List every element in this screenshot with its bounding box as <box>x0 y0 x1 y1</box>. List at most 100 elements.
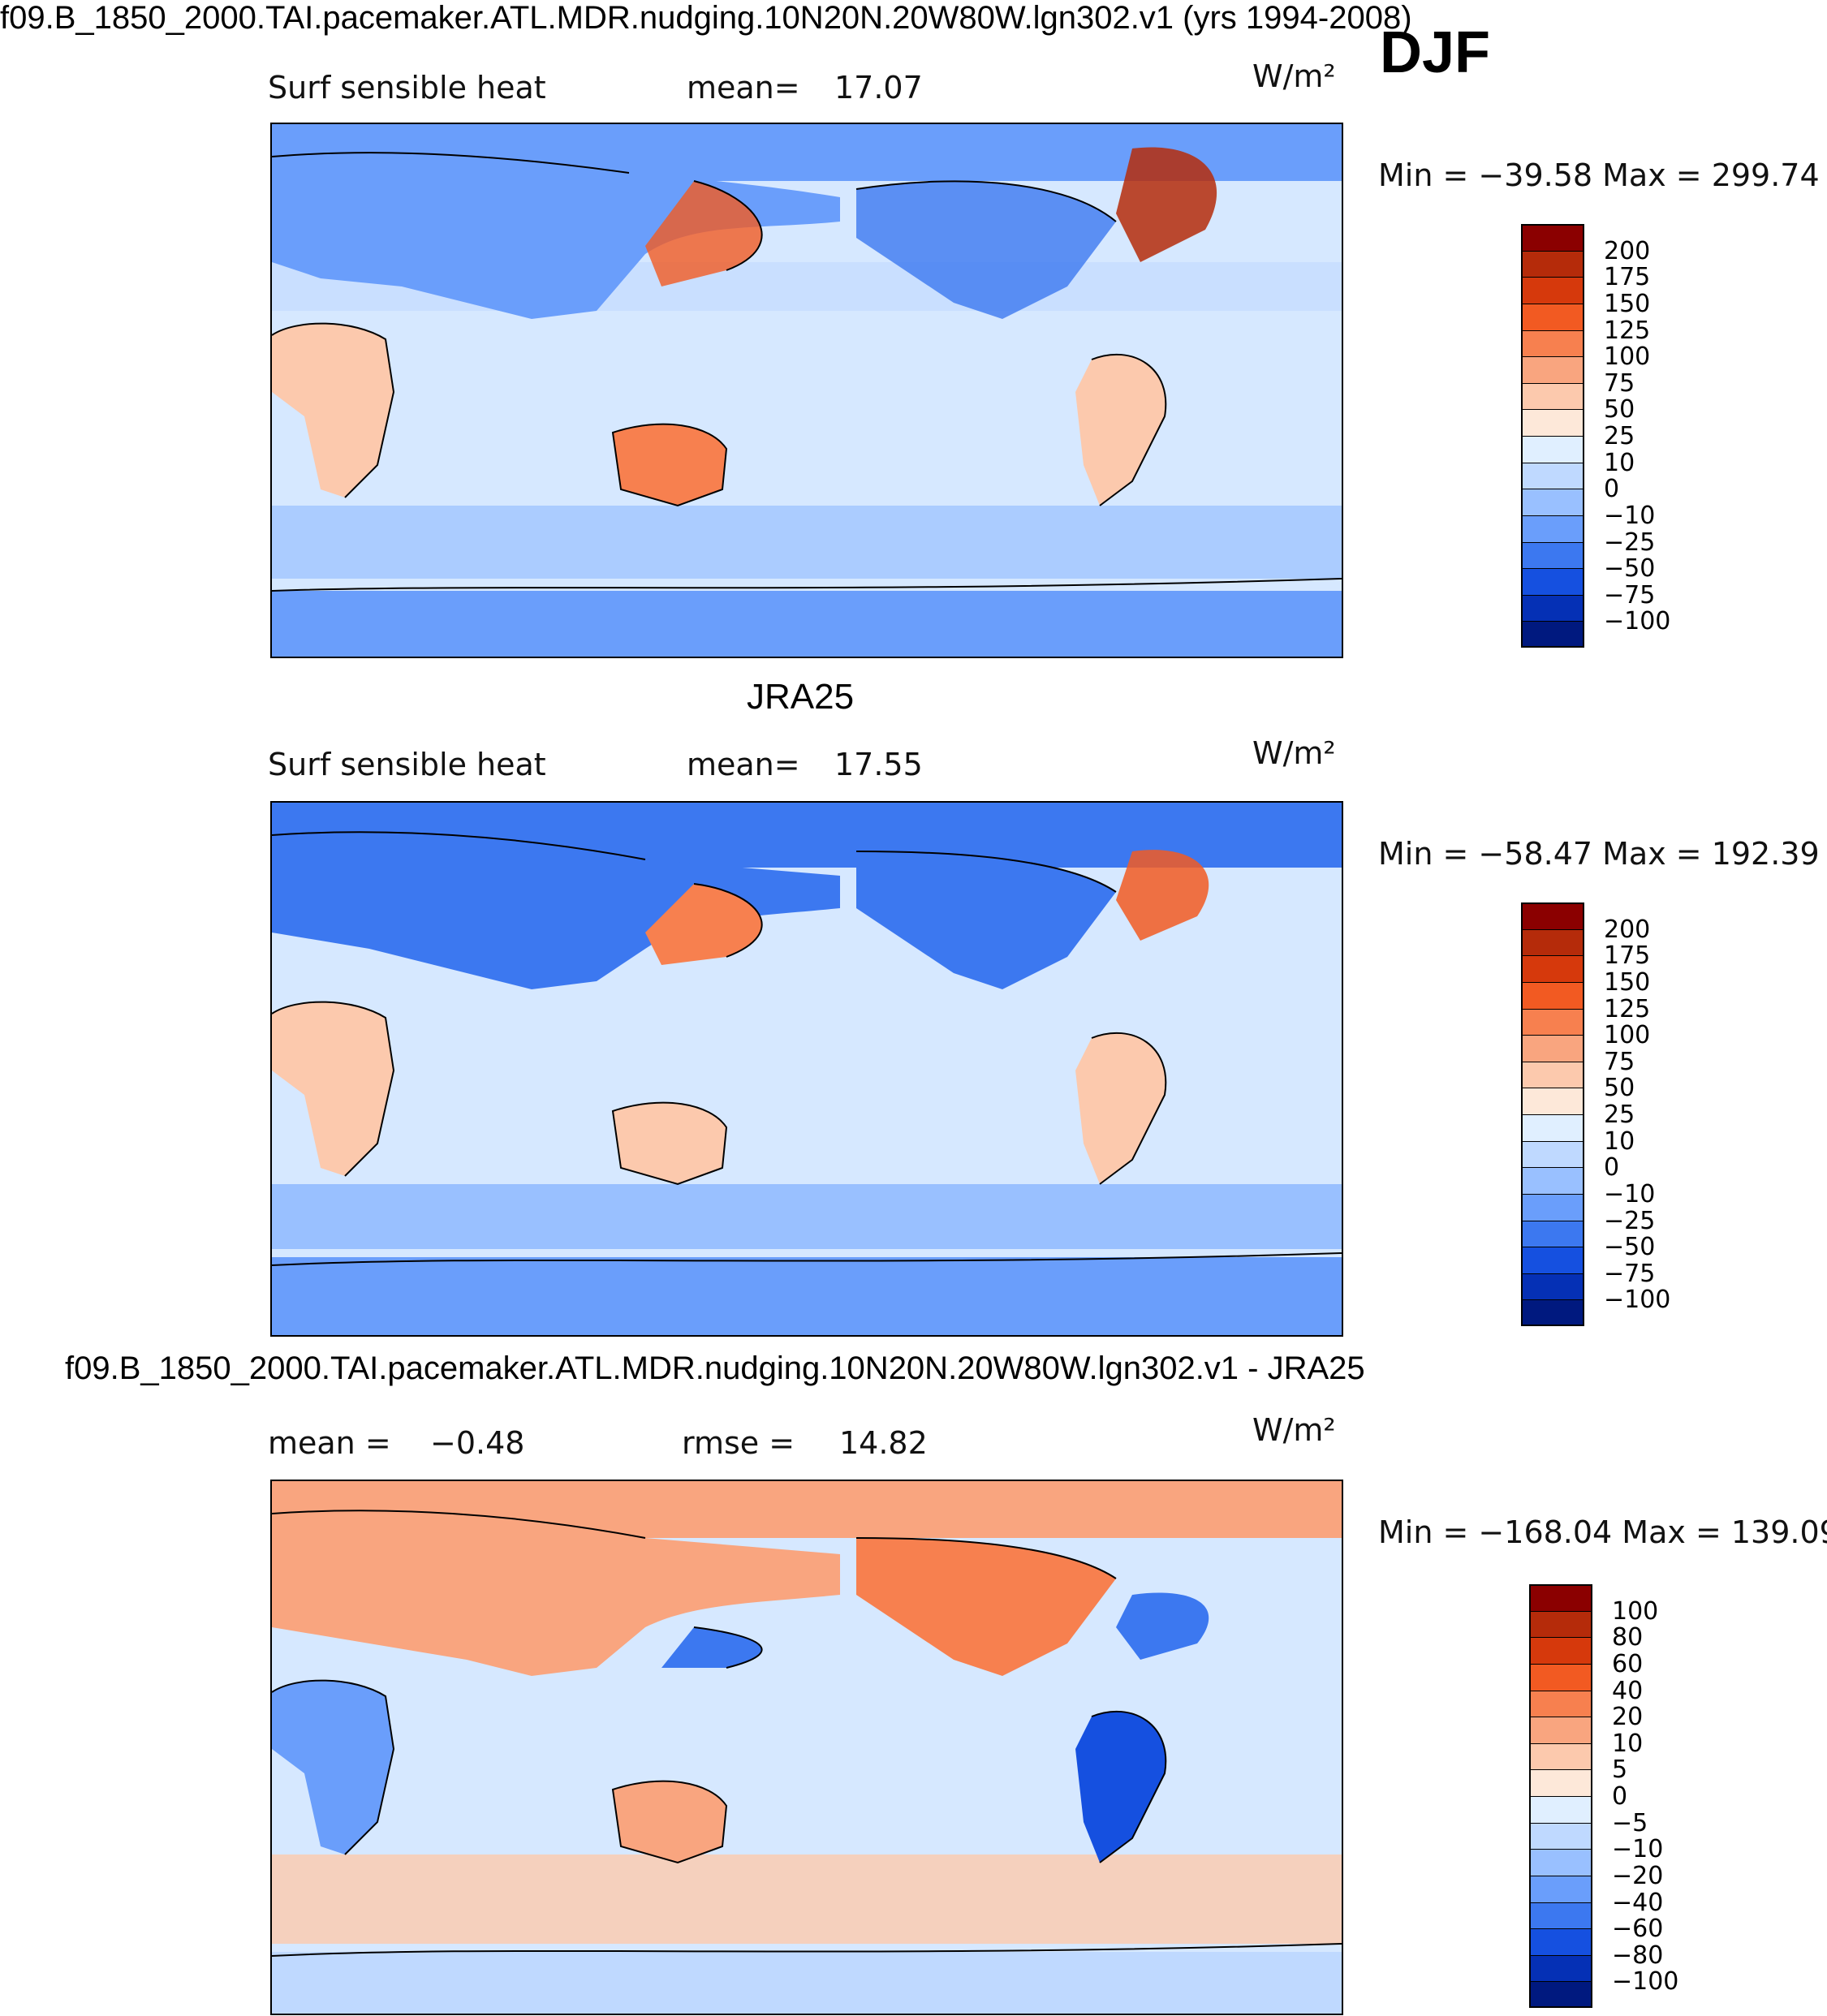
panel1-colorbar-swatch <box>1521 250 1584 278</box>
panel2-north-america <box>856 851 1116 989</box>
panel1-colorbar-tick-label: 125 <box>1604 316 1651 345</box>
panel3-colorbar-tick-label: 100 <box>1612 1596 1659 1626</box>
panel3-coastlines <box>272 1510 1342 1957</box>
panel3-colorbar-swatch <box>1529 1610 1592 1638</box>
panel1-colorbar-tick-label: 0 <box>1604 475 1620 504</box>
panel3-colorbar-swatch <box>1529 1796 1592 1823</box>
panel3-colorbar-tick-label: −20 <box>1612 1861 1664 1890</box>
panel2-colorbar-swatch <box>1521 981 1584 1009</box>
panel1-colorbar-tick-label: 10 <box>1604 448 1635 477</box>
panel1-colorbar-tick-label: 175 <box>1604 263 1651 292</box>
panel1-colorbar-tick-label: 150 <box>1604 289 1651 318</box>
panel1-colorbar-tick-label: −10 <box>1604 501 1656 530</box>
panel3-colorbar-swatch <box>1529 1902 1592 1929</box>
panel2-colorbar-tick-label: −75 <box>1604 1259 1656 1288</box>
panel3-map-svg <box>272 1481 1342 2014</box>
panel1-colorbar-swatch <box>1521 594 1584 622</box>
panel2-colorbar-swatch <box>1521 928 1584 956</box>
panel1-colorbar-swatch <box>1521 462 1584 489</box>
panel3-north-america <box>856 1538 1116 1676</box>
panel2-colorbar-frame <box>1521 902 1584 1326</box>
panel2-colorbar-tick-label: 75 <box>1604 1047 1635 1076</box>
panel2-colorbar: 200 175 150 125 100 75 50 25 10 0 −10 −25 −50 −75 −100 <box>1521 902 1670 1326</box>
panel2-gulf-stream <box>1116 850 1209 941</box>
panel2-colorbar-tick-label: 0 <box>1604 1153 1620 1182</box>
panel3-minmax: Min = −168.04 Max = 139.09 <box>1378 1514 1827 1550</box>
panel2-south-america <box>1075 1032 1166 1184</box>
panel1-colorbar-tick-label: −50 <box>1604 554 1656 584</box>
panel1-map <box>270 123 1343 658</box>
panel2-mean-value: 17.55 <box>834 747 923 782</box>
panel1-variable: Surf sensible heat <box>268 70 546 106</box>
panel3-units: W/m² <box>1252 1412 1336 1448</box>
panel2-colorbar-swatch <box>1521 1273 1584 1300</box>
panel3-colorbar-tick-label: −5 <box>1612 1808 1648 1837</box>
panel3-mean-value: −0.48 <box>430 1425 525 1461</box>
panel2-coastlines <box>272 831 1342 1266</box>
panel2-colorbar-tick-label: 50 <box>1604 1074 1635 1103</box>
panel2-africa <box>272 1002 394 1176</box>
panel3-colorbar-tick-label: 80 <box>1612 1623 1644 1652</box>
panel1-colorbar-swatch <box>1521 489 1584 515</box>
panel2-colorbar-swatch <box>1521 1193 1584 1221</box>
panel3-colorbar-tick-label: 60 <box>1612 1649 1644 1678</box>
panel2-colorbar-swatch <box>1521 1114 1584 1141</box>
panel3-colorbar-tick-label: −80 <box>1612 1941 1664 1970</box>
panel2-colorbar-tick-label: −25 <box>1604 1206 1656 1235</box>
panel2-colorbar-tick-label: 175 <box>1604 941 1651 971</box>
panel1-colorbar-swatch <box>1521 277 1584 304</box>
panel3-colorbar-tick-label: −100 <box>1612 1967 1679 1997</box>
panel1-colorbar-frame <box>1521 224 1584 648</box>
panel3-southern-band <box>272 1854 1342 1944</box>
panel3-colorbar-swatch <box>1529 1769 1592 1796</box>
panel3-colorbar-swatch <box>1529 1822 1592 1850</box>
panel3-gulf-stream <box>1116 1592 1209 1660</box>
panel1-colorbar-swatch <box>1521 568 1584 595</box>
panel1-colorbar-swatch <box>1521 621 1584 648</box>
panel1-map-svg <box>272 124 1342 657</box>
panel2-australia <box>613 1102 726 1184</box>
panel1-colorbar-swatch <box>1521 303 1584 330</box>
panel1-colorbar-swatch <box>1521 515 1584 542</box>
panel3-eurasia <box>272 1510 840 1676</box>
panel2-colorbar-tick-label: 25 <box>1604 1101 1635 1129</box>
panel1-colorbar-tick-label: −75 <box>1604 580 1656 610</box>
panel3-mean-label: mean = <box>268 1425 391 1461</box>
run-title: f09.B_1850_2000.TAI.pacemaker.ATL.MDR.nu… <box>0 0 1412 36</box>
panel2-colorbar-swatch <box>1521 1140 1584 1168</box>
season-label: DJF <box>1380 20 1491 85</box>
panel2-colorbar-tick-label: 200 <box>1604 915 1651 944</box>
panel3-colorbar-swatch <box>1529 1742 1592 1770</box>
panel2-units: W/m² <box>1252 735 1336 771</box>
panel3-map <box>270 1480 1343 2015</box>
panel2-minmax: Min = −58.47 Max = 192.39 <box>1378 836 1820 872</box>
panel2-colorbar-swatch <box>1521 1061 1584 1088</box>
panel2-colorbar-swatch <box>1521 902 1584 929</box>
panel3-kuroshio <box>661 1627 762 1668</box>
panel3-colorbar-swatch <box>1529 1663 1592 1691</box>
panel2-antarctica <box>272 1257 1342 1335</box>
panel3-south-america <box>1075 1711 1166 1863</box>
panel2-eurasia <box>272 832 840 989</box>
panel3-colorbar-swatch <box>1529 1928 1592 1955</box>
panel2-colorbar-swatch <box>1521 1008 1584 1036</box>
panel1-kuroshio <box>645 181 762 286</box>
panel2-mean-label: mean= <box>687 747 800 782</box>
panel2-colorbar-swatch <box>1521 1035 1584 1062</box>
panel1-colorbar: 200 175 150 125 100 75 50 25 10 0 −10 −25 −50 −75 −100 <box>1521 224 1670 648</box>
panel3-colorbar-tick-label: −10 <box>1612 1835 1664 1864</box>
panel3-colorbar-swatch <box>1529 1875 1592 1902</box>
panel2-colorbar-tick-label: −100 <box>1604 1286 1671 1315</box>
panel1-colorbar-tick-label: 50 <box>1604 395 1635 424</box>
panel3-rmse-label: rmse = <box>682 1425 795 1461</box>
panel3-colorbar-tick-label: 5 <box>1612 1755 1628 1785</box>
panel3-africa <box>272 1680 394 1854</box>
panel3-colorbar-swatch <box>1529 1954 1592 1982</box>
panel3-colorbar-tick-label: 20 <box>1612 1703 1644 1732</box>
panel1-colorbar-tick-label: 25 <box>1604 422 1635 450</box>
panel1-colorbar-tick-label: −25 <box>1604 528 1656 557</box>
panel2-colorbar-tick-label: 125 <box>1604 994 1651 1023</box>
panel3-heading: f09.B_1850_2000.TAI.pacemaker.ATL.MDR.nu… <box>65 1350 1365 1386</box>
panel1-colorbar-tick-label: −100 <box>1604 607 1671 636</box>
panel3-colorbar: 100 80 60 40 20 10 5 0 −5 −10 −20 −40 −60 −80 −100 <box>1529 1584 1678 2008</box>
